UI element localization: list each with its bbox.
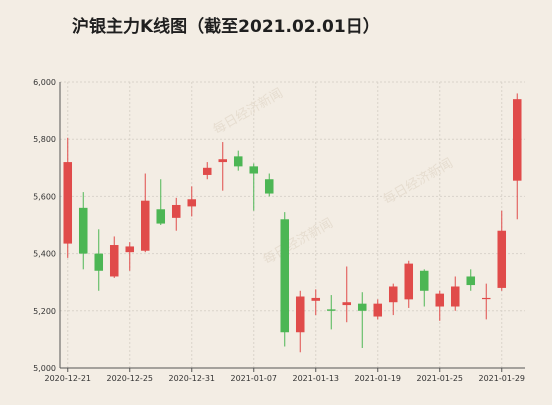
- x-tick-label: 2021-01-13: [293, 374, 340, 383]
- candle-down: [249, 163, 259, 211]
- candle-up: [171, 197, 181, 231]
- candle-down: [280, 212, 290, 347]
- candle-body: [357, 303, 367, 311]
- candle-up: [63, 137, 73, 258]
- candle-up: [435, 290, 445, 321]
- candle-body: [202, 167, 212, 175]
- candles: [63, 93, 522, 353]
- candle-body: [326, 309, 336, 311]
- grid-lines: [60, 81, 525, 369]
- candle-body: [512, 99, 522, 181]
- candle-body: [187, 199, 197, 207]
- watermark-text: 每日经济新闻: [380, 155, 456, 208]
- candle-up: [373, 299, 383, 320]
- candle-body: [388, 286, 398, 303]
- watermark-text: 每日经济新闻: [210, 85, 286, 138]
- x-tick-label: 2021-01-19: [355, 374, 402, 383]
- candle-up: [109, 236, 119, 278]
- y-tick-label: 5,400: [33, 250, 56, 259]
- candle-down: [419, 269, 429, 307]
- y-tick-label: 6,000: [33, 78, 56, 87]
- chart-title: 沪银主力K线图（截至2021.02.01日）: [72, 17, 380, 37]
- candle-down: [264, 173, 274, 197]
- candle-body: [311, 297, 321, 301]
- x-tick-label: 2020-12-21: [45, 374, 92, 383]
- candle-body: [466, 276, 476, 286]
- candle-down: [156, 179, 166, 225]
- candle-body: [497, 230, 507, 288]
- candle-down: [78, 192, 88, 270]
- x-tick-label: 2021-01-07: [231, 374, 278, 383]
- candle-up: [342, 266, 352, 323]
- y-tick-label: 5,600: [33, 192, 56, 201]
- y-tick-label: 5,800: [33, 135, 56, 144]
- candle-up: [125, 242, 135, 271]
- candle-body: [63, 162, 73, 244]
- candle-up: [512, 93, 522, 220]
- candle-body: [171, 204, 181, 218]
- candle-up: [481, 283, 491, 320]
- candle-up: [450, 276, 460, 311]
- candle-body: [140, 200, 150, 251]
- candle-body: [404, 263, 414, 300]
- candle-body: [249, 166, 259, 174]
- candle-body: [125, 246, 135, 253]
- candle-up: [140, 173, 150, 253]
- candle-body: [109, 245, 119, 277]
- candle-body: [342, 302, 352, 306]
- y-tick-label: 5,200: [33, 307, 56, 316]
- candle-body: [419, 270, 429, 291]
- candle-down: [466, 269, 476, 291]
- x-tick-label: 2021-01-29: [479, 374, 526, 383]
- candle-body: [373, 303, 383, 317]
- candle-up: [311, 289, 321, 316]
- x-tick-label: 2020-12-31: [169, 374, 216, 383]
- x-tick-label: 2020-12-25: [107, 374, 154, 383]
- watermark-text: 每日经济新闻: [260, 215, 336, 268]
- candle-up: [218, 142, 228, 191]
- candle-down: [233, 150, 243, 171]
- candle-down: [357, 292, 367, 348]
- candle-body: [156, 209, 166, 224]
- candle-body: [295, 296, 305, 333]
- x-tick-label: 2021-01-25: [417, 374, 464, 383]
- candle-up: [187, 186, 197, 217]
- candle-body: [233, 156, 243, 167]
- axes: 5,000 5,200 5,400 5,600 5,800 6,000 2020-12-21…: [33, 78, 525, 383]
- candle-down: [326, 295, 336, 330]
- candle-down: [94, 229, 104, 291]
- y-tick-label: 5,000: [33, 364, 56, 373]
- candle-up: [388, 283, 398, 316]
- candle-body: [78, 207, 88, 254]
- candle-body: [264, 179, 274, 194]
- candle-up: [295, 290, 305, 353]
- candle-up: [497, 210, 507, 291]
- candle-body: [280, 219, 290, 333]
- candle-body: [435, 293, 445, 307]
- candle-body: [218, 159, 228, 163]
- candle-body: [481, 297, 491, 300]
- candle-up: [404, 260, 414, 308]
- candle-body: [94, 253, 104, 271]
- candle-up: [202, 162, 212, 180]
- candle-body: [450, 286, 460, 307]
